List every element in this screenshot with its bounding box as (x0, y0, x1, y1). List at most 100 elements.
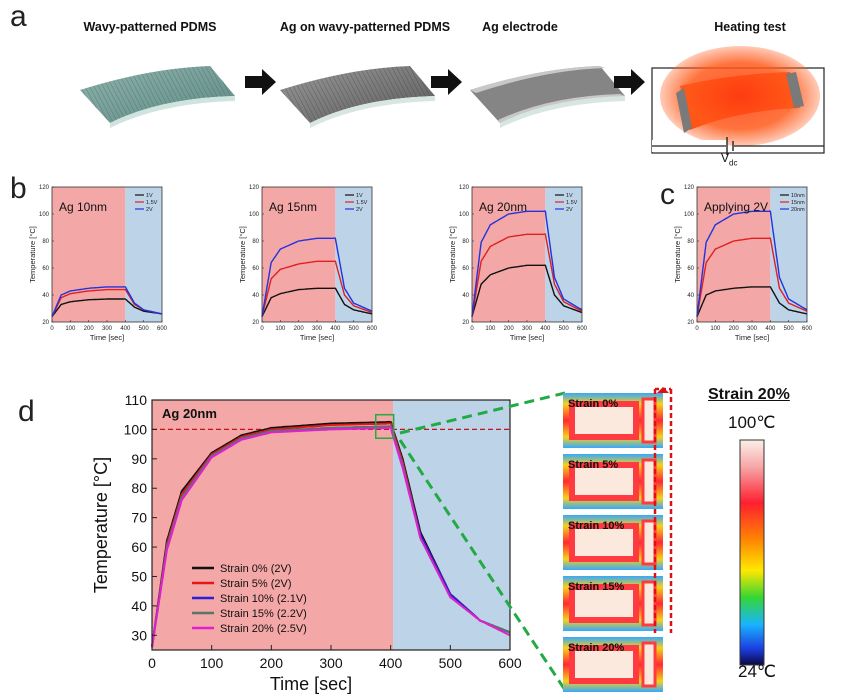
strain-20-title: Strain 20% (708, 386, 790, 403)
legend-label: Strain 10% (2.1V) (220, 593, 307, 605)
legend-label: Strain 15% (2.2V) (220, 608, 307, 620)
x-tick-label: 500 (439, 655, 463, 671)
x-tick-label: 300 (312, 326, 323, 332)
legend-label: 1.5V (356, 200, 368, 206)
zoom-line-bottom (398, 439, 567, 691)
heating-test-setup (651, 46, 825, 155)
y-tick-label: 40 (462, 293, 469, 299)
x-tick-label: 400 (379, 655, 403, 671)
y-tick-label: 100 (459, 212, 470, 218)
step-label-ag-electrode: Ag electrode (482, 20, 558, 34)
arrow-1-icon (245, 69, 276, 95)
heating-region (472, 187, 546, 322)
y-tick-label: 40 (42, 293, 49, 299)
legend-label: 2V (356, 207, 363, 213)
y-tick-label: 30 (131, 627, 147, 643)
strain-arrow-head-icon (657, 387, 669, 393)
small-chart-3: 0 100 200 300 400 500 600 20 40 60 80 100 120 Time [s… (448, 185, 588, 342)
y-tick-label: 100 (39, 212, 50, 218)
thermal-core (575, 651, 633, 678)
y-tick-label: 20 (252, 320, 259, 326)
x-tick-label: 400 (120, 326, 131, 332)
y-tick-label: 100 (124, 421, 148, 437)
thermal-electrode (641, 641, 657, 688)
x-tick-label: 100 (65, 326, 76, 332)
zoom-line-top (399, 391, 566, 435)
y-tick-label: 80 (131, 480, 147, 496)
cooling-region (335, 187, 372, 322)
x-tick-label: 100 (710, 326, 721, 332)
y-tick-label: 120 (459, 185, 470, 191)
thermal-core (575, 468, 633, 495)
thermal-core (575, 529, 633, 556)
thermal-label: Strain 20% (568, 642, 624, 654)
thermal-core (575, 590, 633, 617)
small-chart-title: Applying 2V (704, 200, 768, 214)
x-tick-label: 200 (294, 326, 305, 332)
y-tick-label: 40 (687, 293, 694, 299)
substrate-pdms (80, 66, 235, 128)
y-tick-label: 90 (131, 451, 147, 467)
legend-label: 1V (356, 193, 363, 199)
thermal-electrode (641, 580, 657, 627)
substrate-ag-on-pdms (280, 66, 435, 128)
thermal-electrode (641, 519, 657, 566)
y-tick-label: 40 (252, 293, 259, 299)
x-tick-label: 100 (200, 655, 224, 671)
small-chart-4: 0 100 200 300 400 500 600 20 40 60 80 100 120 Time [s… (673, 185, 813, 342)
y-tick-label: 20 (42, 320, 49, 326)
x-tick-label: 200 (729, 326, 740, 332)
y-tick-label: 70 (131, 510, 147, 526)
x-axis-label: Time [sec] (270, 674, 352, 694)
x-tick-label: 500 (139, 326, 150, 332)
y-tick-label: 60 (42, 266, 49, 272)
x-axis-label: Time [sec] (735, 333, 769, 342)
y-tick-label: 80 (42, 239, 49, 245)
y-tick-label: 60 (687, 266, 694, 272)
x-tick-label: 0 (695, 326, 699, 332)
y-tick-label: 50 (131, 568, 147, 584)
main-chart-title: Ag 20nm (162, 406, 217, 421)
thermal-label: Strain 15% (568, 581, 624, 593)
series-line-3 (51, 286, 163, 317)
x-tick-label: 600 (367, 326, 378, 332)
heating-region (262, 187, 336, 322)
x-tick-label: 100 (485, 326, 496, 332)
colorbar-min-label: 24℃ (738, 662, 777, 681)
x-tick-label: 200 (260, 655, 284, 671)
small-chart-2: 0 100 200 300 400 500 600 20 40 60 80 100 120 Time [s… (238, 185, 378, 342)
x-tick-label: 600 (802, 326, 813, 332)
legend-label: 20nm (791, 207, 805, 213)
x-tick-label: 0 (260, 326, 264, 332)
thermal-image-4: Strain 15% (563, 576, 663, 631)
y-tick-label: 80 (252, 239, 259, 245)
cooling-region (393, 400, 510, 650)
x-tick-label: 0 (470, 326, 474, 332)
thermal-images-panel: Strain 0% Strain 5% Strain 10% Strain 15% St… (398, 387, 765, 692)
x-axis-label: Time [sec] (510, 333, 544, 342)
x-tick-label: 500 (784, 326, 795, 332)
y-tick-label: 60 (462, 266, 469, 272)
thermal-label: Strain 10% (568, 520, 624, 532)
panel-a-letter: a (10, 0, 27, 33)
legend-label: 2V (566, 207, 573, 213)
x-tick-label: 400 (330, 326, 341, 332)
y-tick-label: 100 (684, 212, 695, 218)
y-tick-label: 80 (462, 239, 469, 245)
legend-label: Strain 5% (2V) (220, 578, 292, 590)
legend-label: 15nm (791, 200, 805, 206)
x-tick-label: 300 (102, 326, 113, 332)
series-line-5 (151, 426, 511, 648)
x-tick-label: 300 (522, 326, 533, 332)
series-line-2 (261, 260, 373, 317)
legend-label: 1V (146, 193, 153, 199)
main-chart: 0 100 200 300 400 500 600 30 40 50 60 70 80 90 100 110 T… (91, 392, 522, 694)
arrow-3-icon (614, 69, 645, 95)
y-tick-label: 100 (249, 212, 260, 218)
x-tick-label: 600 (577, 326, 588, 332)
legend-label: 1.5V (566, 200, 578, 206)
thermal-electrode (641, 397, 657, 444)
series-line-3 (471, 210, 583, 317)
x-tick-label: 500 (559, 326, 570, 332)
colorbar (739, 439, 765, 666)
